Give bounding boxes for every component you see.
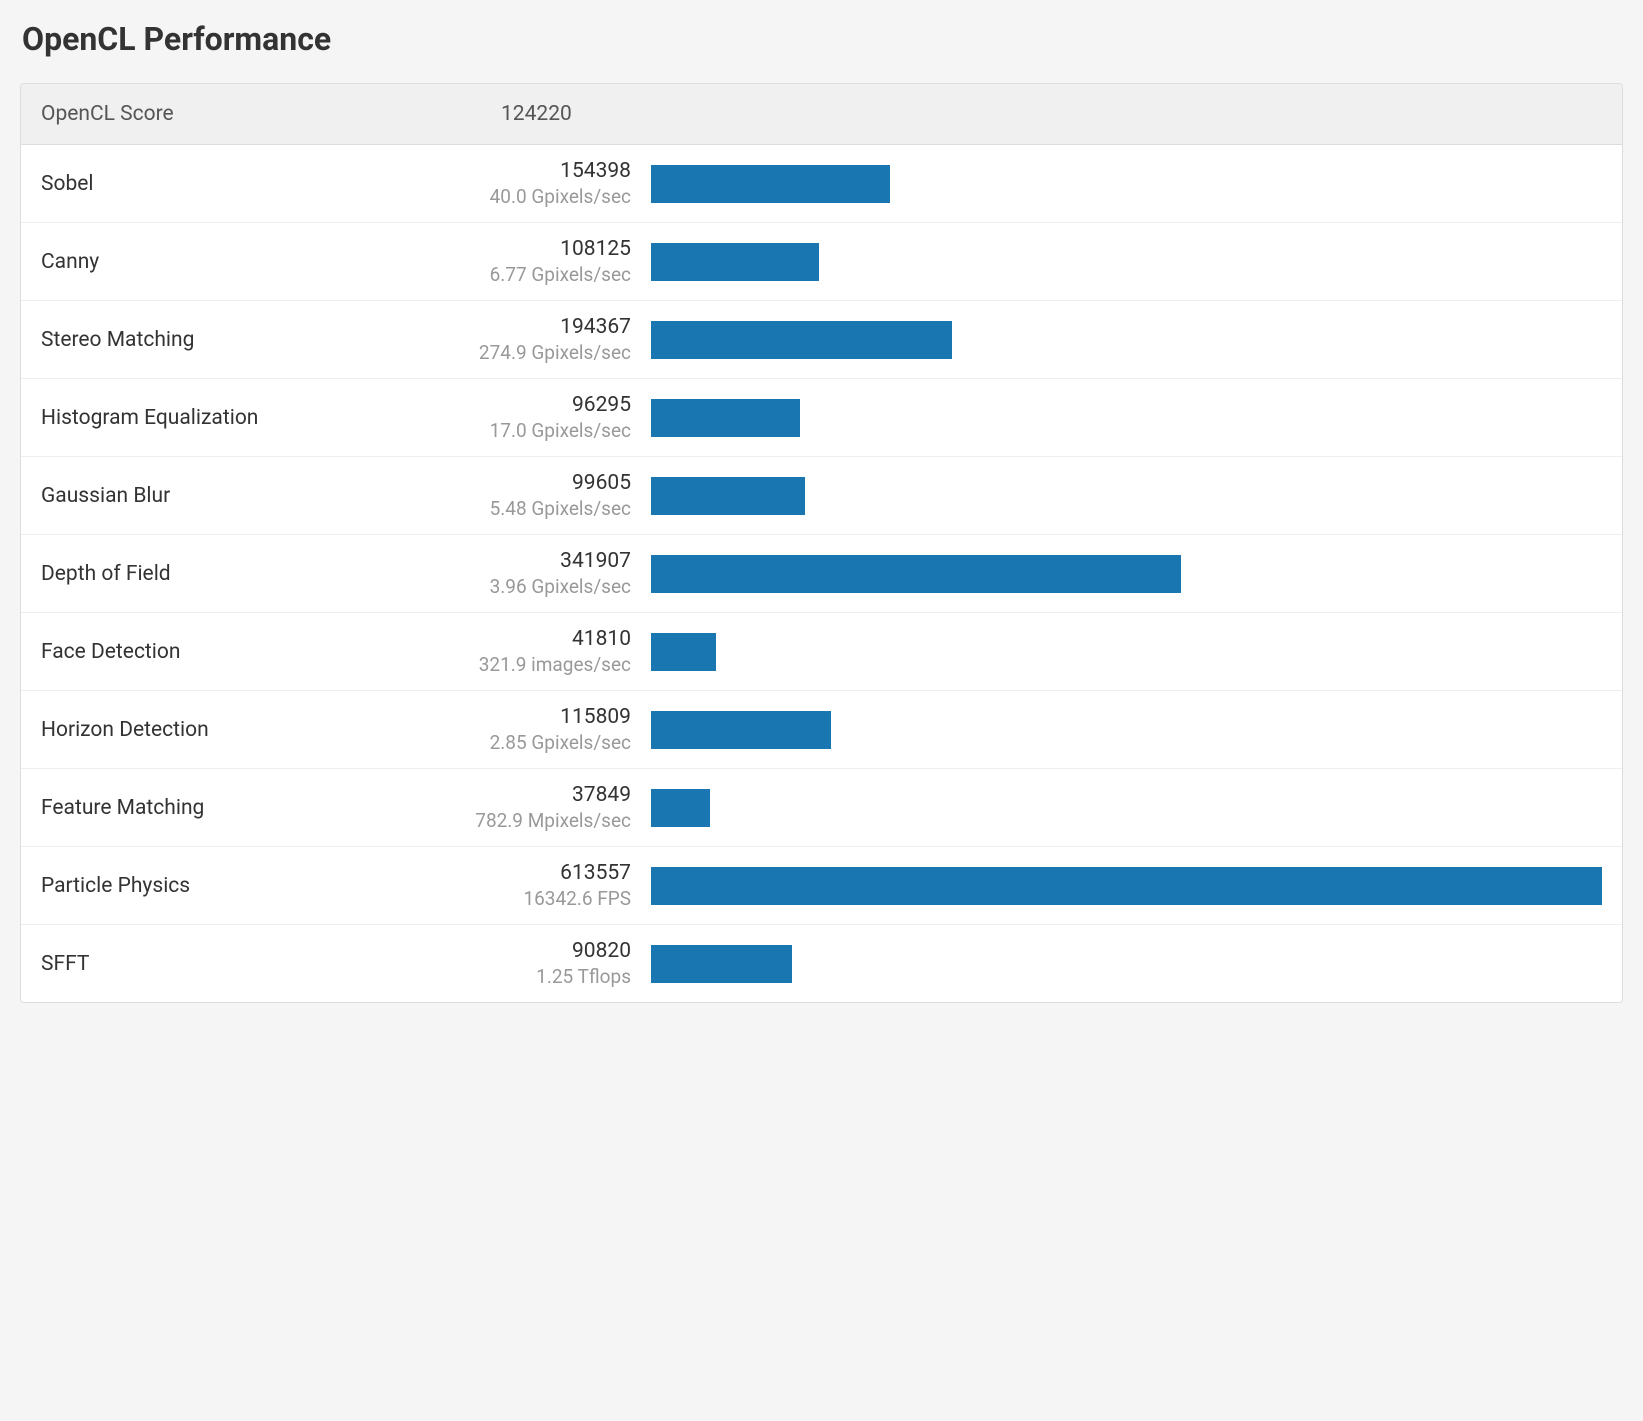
bar	[651, 789, 710, 827]
bar	[651, 633, 716, 671]
row-name: Face Detection	[41, 640, 351, 664]
bar	[651, 945, 792, 983]
row-values: 3419073.96 Gpixels/sec	[351, 549, 651, 598]
row-subtitle: 321.9 images/sec	[351, 653, 631, 676]
row-values: 61355716342.6 FPS	[351, 861, 651, 910]
row-name: Particle Physics	[41, 874, 351, 898]
row-values: 1081256.77 Gpixels/sec	[351, 237, 651, 286]
row-name: Horizon Detection	[41, 718, 351, 742]
table-row: SFFT908201.25 Tflops	[21, 925, 1622, 1002]
header-label: OpenCL Score	[41, 102, 501, 126]
row-name: Stereo Matching	[41, 328, 351, 352]
table-row: Horizon Detection1158092.85 Gpixels/sec	[21, 691, 1622, 769]
bar-container	[651, 789, 1602, 827]
row-score: 99605	[351, 471, 631, 495]
table-row: Feature Matching37849782.9 Mpixels/sec	[21, 769, 1622, 847]
row-values: 41810321.9 images/sec	[351, 627, 651, 676]
row-score: 108125	[351, 237, 631, 261]
table-row: Face Detection41810321.9 images/sec	[21, 613, 1622, 691]
row-score: 37849	[351, 783, 631, 807]
row-name: Depth of Field	[41, 562, 351, 586]
bar-container	[651, 321, 1602, 359]
bar-container	[651, 243, 1602, 281]
bar	[651, 165, 890, 203]
table-row: Sobel15439840.0 Gpixels/sec	[21, 145, 1622, 223]
row-name: Gaussian Blur	[41, 484, 351, 508]
row-values: 908201.25 Tflops	[351, 939, 651, 988]
row-subtitle: 40.0 Gpixels/sec	[351, 185, 631, 208]
row-subtitle: 1.25 Tflops	[351, 965, 631, 988]
bar	[651, 555, 1181, 593]
row-subtitle: 274.9 Gpixels/sec	[351, 341, 631, 364]
row-name: Canny	[41, 250, 351, 274]
row-values: 9629517.0 Gpixels/sec	[351, 393, 651, 442]
bar	[651, 711, 831, 749]
row-values: 15439840.0 Gpixels/sec	[351, 159, 651, 208]
bar-container	[651, 165, 1602, 203]
table-header-row: OpenCL Score 124220	[21, 84, 1622, 145]
row-subtitle: 5.48 Gpixels/sec	[351, 497, 631, 520]
row-values: 37849782.9 Mpixels/sec	[351, 783, 651, 832]
row-values: 194367274.9 Gpixels/sec	[351, 315, 651, 364]
row-subtitle: 17.0 Gpixels/sec	[351, 419, 631, 442]
header-score: 124220	[501, 102, 681, 126]
row-subtitle: 2.85 Gpixels/sec	[351, 731, 631, 754]
row-score: 115809	[351, 705, 631, 729]
benchmark-table: OpenCL Score 124220 Sobel15439840.0 Gpix…	[20, 83, 1623, 1003]
bar-container	[651, 555, 1602, 593]
row-subtitle: 6.77 Gpixels/sec	[351, 263, 631, 286]
bar-container	[651, 633, 1602, 671]
row-score: 194367	[351, 315, 631, 339]
table-row: Depth of Field3419073.96 Gpixels/sec	[21, 535, 1622, 613]
table-row: Histogram Equalization9629517.0 Gpixels/…	[21, 379, 1622, 457]
bar	[651, 477, 805, 515]
row-name: Histogram Equalization	[41, 406, 351, 430]
row-score: 613557	[351, 861, 631, 885]
row-values: 996055.48 Gpixels/sec	[351, 471, 651, 520]
row-score: 154398	[351, 159, 631, 183]
bar-container	[651, 711, 1602, 749]
row-score: 96295	[351, 393, 631, 417]
row-subtitle: 3.96 Gpixels/sec	[351, 575, 631, 598]
table-row: Gaussian Blur996055.48 Gpixels/sec	[21, 457, 1622, 535]
page-title: OpenCL Performance	[22, 20, 1623, 58]
bar	[651, 321, 952, 359]
bar-container	[651, 867, 1602, 905]
table-row: Particle Physics61355716342.6 FPS	[21, 847, 1622, 925]
row-score: 41810	[351, 627, 631, 651]
row-score: 341907	[351, 549, 631, 573]
bar	[651, 243, 819, 281]
table-row: Canny1081256.77 Gpixels/sec	[21, 223, 1622, 301]
bar	[651, 399, 800, 437]
row-score: 90820	[351, 939, 631, 963]
row-subtitle: 782.9 Mpixels/sec	[351, 809, 631, 832]
row-name: Feature Matching	[41, 796, 351, 820]
bar-container	[651, 945, 1602, 983]
row-name: Sobel	[41, 172, 351, 196]
row-values: 1158092.85 Gpixels/sec	[351, 705, 651, 754]
row-subtitle: 16342.6 FPS	[351, 887, 631, 910]
bar-container	[651, 477, 1602, 515]
bar-container	[651, 399, 1602, 437]
row-name: SFFT	[41, 952, 351, 976]
table-row: Stereo Matching194367274.9 Gpixels/sec	[21, 301, 1622, 379]
bar	[651, 867, 1602, 905]
